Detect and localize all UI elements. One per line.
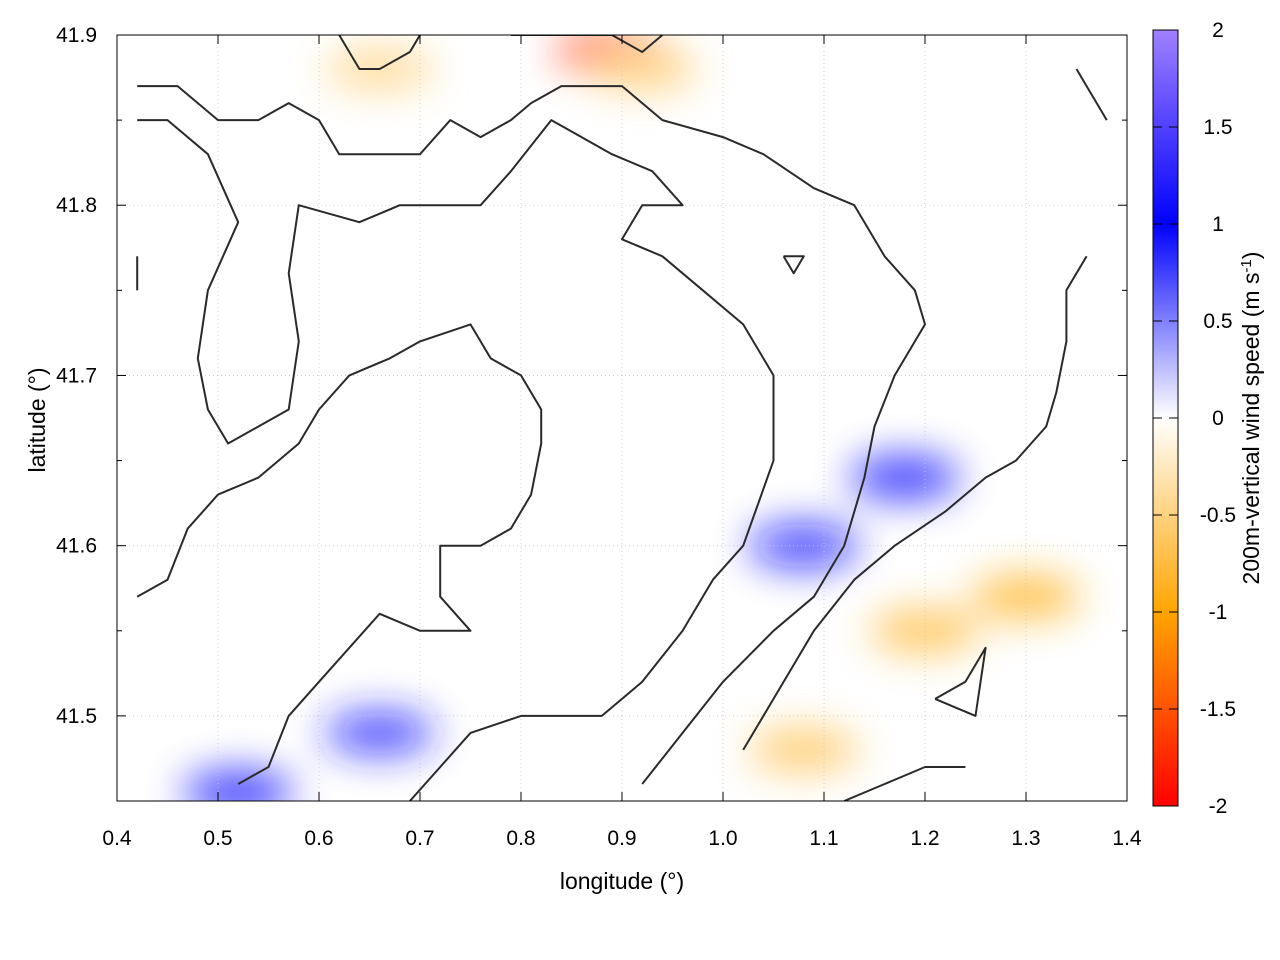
colorbar-title: 200m-vertical wind speed (m s-1): [1238, 252, 1264, 585]
colorbar-tick-label-8: -2: [1209, 795, 1228, 818]
x-tick-label-1: 0.5: [203, 827, 232, 850]
wind-region-7: [971, 574, 1081, 619]
y-tick-label-0: 41.5: [56, 705, 97, 728]
wind-region-2: [324, 710, 435, 755]
wind-region-5: [870, 608, 980, 653]
grid-lines: [117, 35, 1127, 801]
wind-field-blobs: [183, 35, 1081, 801]
colorbar-tick-label-6: -1: [1209, 601, 1228, 624]
x-tick-label-5: 0.9: [607, 827, 636, 850]
terrain-contour-1: [137, 85, 926, 785]
axis-ticks: 0.4 0.5 0.6 0.7 0.8 0.9 1.0 1.1 1.2 1.3 1.4 41.5 41.…: [56, 24, 1142, 850]
terrain-contours: [136, 35, 1108, 801]
colorbar-tick-label-2: 1: [1212, 213, 1224, 236]
wind-field-layer: [183, 35, 1081, 801]
y-axis-title: latitude (°): [24, 367, 50, 472]
plot-background: [117, 35, 1127, 801]
x-tick-label-2: 0.6: [304, 827, 333, 850]
terrain-contour-8: [843, 766, 966, 801]
colorbar-title-close: ): [1238, 252, 1264, 260]
x-tick-label-4: 0.8: [506, 827, 535, 850]
x-tick-label-6: 1.0: [708, 827, 737, 850]
colorbar-ticks: 2 1.5 1 0.5 0 -0.5 -1 -1.5 -2: [1153, 19, 1236, 818]
x-tick-label-9: 1.3: [1011, 827, 1040, 850]
x-tick-label-3: 0.7: [405, 827, 434, 850]
x-tick-label-0: 0.4: [102, 827, 132, 850]
colorbar-tick-label-5: -0.5: [1200, 504, 1236, 527]
x-tick-label-10: 1.4: [1112, 827, 1142, 850]
terrain-contour-2: [338, 35, 421, 70]
wind-region-0: [748, 523, 859, 568]
colorbar-title-main: 200m-vertical wind speed (m s: [1238, 273, 1264, 585]
terrain-contour-5: [782, 255, 805, 275]
colorbar-tick-label-3: 0.5: [1203, 310, 1232, 333]
terrain-contour-10: [1075, 68, 1108, 121]
y-tick-label-2: 41.7: [56, 364, 97, 387]
y-tick-label-1: 41.6: [56, 535, 97, 558]
terrain-contour-7: [934, 646, 987, 717]
colorbar-tick-label-1: 1.5: [1203, 116, 1232, 139]
colorbar-title-sup: -1: [1238, 259, 1255, 272]
x-axis-title: longitude (°): [560, 868, 684, 894]
wind-region-3: [183, 770, 294, 801]
x-tick-label-7: 1.1: [809, 827, 838, 850]
wind-region-1: [849, 455, 960, 500]
wind-region-8: [587, 47, 698, 92]
terrain-contour-6: [742, 255, 1088, 751]
terrain-contour-3: [510, 35, 664, 53]
wind-region-6: [748, 727, 859, 772]
terrain-contour-0: [137, 119, 775, 801]
y-tick-label-3: 41.8: [56, 194, 97, 217]
colorbar-tick-label-7: -1.5: [1200, 698, 1236, 721]
y-tick-label-4: 41.9: [56, 24, 97, 47]
colorbar-tick-label-4: 0: [1212, 407, 1224, 430]
colorbar-tick-label-0: 2: [1212, 19, 1224, 42]
terrain-contour-9: [136, 323, 543, 785]
x-tick-label-8: 1.2: [910, 827, 939, 850]
